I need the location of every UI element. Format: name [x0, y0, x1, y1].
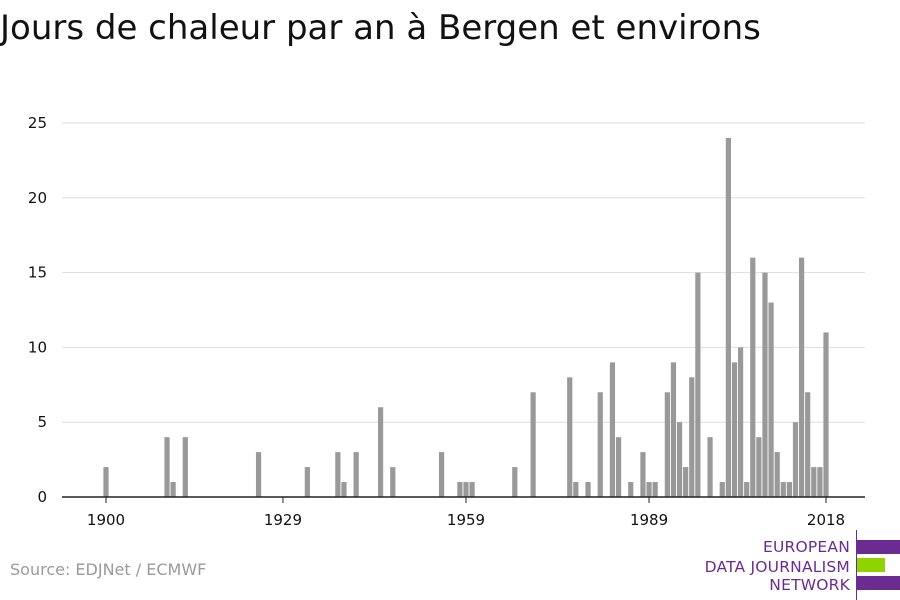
bar-1995 — [683, 467, 689, 497]
bar-1955 — [438, 452, 445, 497]
bar-1993 — [670, 362, 677, 497]
bar-1976 — [567, 377, 573, 497]
y-tick-label: 25 — [28, 114, 47, 132]
bar-2018 — [823, 332, 829, 497]
logo-line-1: EUROPEAN — [762, 538, 850, 556]
chart-title: Jours de chaleur par an à Bergen et envi… — [0, 8, 761, 48]
bar-1939 — [341, 482, 347, 497]
logo-divider — [856, 530, 857, 600]
bar-2014 — [798, 257, 805, 497]
y-tick-label: 10 — [28, 338, 47, 356]
bar-2015 — [805, 392, 811, 497]
bar-1997 — [695, 272, 701, 497]
bar-2005 — [744, 482, 750, 497]
y-tick-label: 5 — [37, 413, 47, 431]
logo-bar-purple-bottom — [857, 576, 900, 590]
logo-bar-green — [857, 558, 885, 572]
bar-2013 — [792, 422, 799, 497]
x-axis: 1900 1929 1959 1989 2018 — [62, 496, 865, 529]
bar-1910 — [164, 437, 170, 497]
bar-2016 — [811, 467, 817, 497]
source-note: Source: EDJNet / ECMWF — [10, 560, 207, 579]
bar-1988 — [640, 452, 646, 497]
bar-1945 — [377, 407, 384, 497]
bar-1900 — [103, 467, 109, 497]
bar-2004 — [737, 347, 744, 497]
bar-1925 — [255, 452, 262, 497]
bar-1941 — [353, 452, 359, 497]
bar-2001 — [719, 482, 725, 497]
bar-1967 — [512, 467, 518, 497]
bar-2009 — [768, 302, 774, 497]
x-tick-label: 1929 — [264, 511, 302, 529]
bar-1992 — [664, 392, 670, 497]
bar-1994 — [676, 422, 683, 497]
y-axis-tick-labels: 0 5 10 15 20 25 — [28, 114, 47, 506]
edjnet-logo: EUROPEAN DATA JOURNALISM NETWORK — [700, 530, 900, 600]
bar-1911 — [170, 482, 176, 497]
x-tick-label: 2018 — [807, 511, 845, 529]
bar-1960 — [469, 482, 475, 497]
bar-2002 — [725, 137, 731, 497]
bar-1989 — [646, 482, 652, 497]
bar-1984 — [615, 437, 622, 497]
bar-1938 — [335, 452, 341, 497]
bar-2010 — [774, 452, 780, 497]
bar-1970 — [530, 392, 536, 497]
bar-2011 — [780, 482, 786, 497]
bar-2008 — [762, 272, 768, 497]
bar-1981 — [597, 392, 603, 497]
grid-lines — [62, 122, 865, 423]
bar-2007 — [756, 437, 762, 497]
logo-line-3: NETWORK — [769, 576, 850, 594]
bar-1983 — [609, 362, 616, 497]
bar-1977 — [573, 482, 579, 497]
bar-1996 — [689, 377, 695, 497]
bar-2017 — [817, 467, 823, 497]
bar-2012 — [786, 482, 792, 497]
bar-2003 — [731, 362, 738, 497]
x-tick-label: 1959 — [447, 511, 485, 529]
bar-1947 — [390, 467, 396, 497]
bar-1913 — [182, 437, 188, 497]
bar-1933 — [304, 467, 310, 497]
y-tick-label: 15 — [28, 264, 47, 282]
y-tick-label: 0 — [37, 488, 47, 506]
bar-1958 — [457, 482, 463, 497]
logo-bar-purple-top — [857, 540, 900, 554]
y-tick-label: 20 — [28, 189, 47, 207]
bar-1979 — [585, 482, 591, 497]
bar-1986 — [628, 482, 634, 497]
x-tick-label: 1900 — [87, 511, 125, 529]
bar-1959 — [463, 482, 469, 497]
bar-1990 — [652, 482, 658, 497]
bar-1999 — [707, 437, 713, 497]
logo-line-2: DATA JOURNALISM — [704, 558, 850, 576]
bar-2006 — [750, 257, 756, 497]
x-tick-label: 1989 — [630, 511, 668, 529]
bars — [103, 137, 829, 497]
